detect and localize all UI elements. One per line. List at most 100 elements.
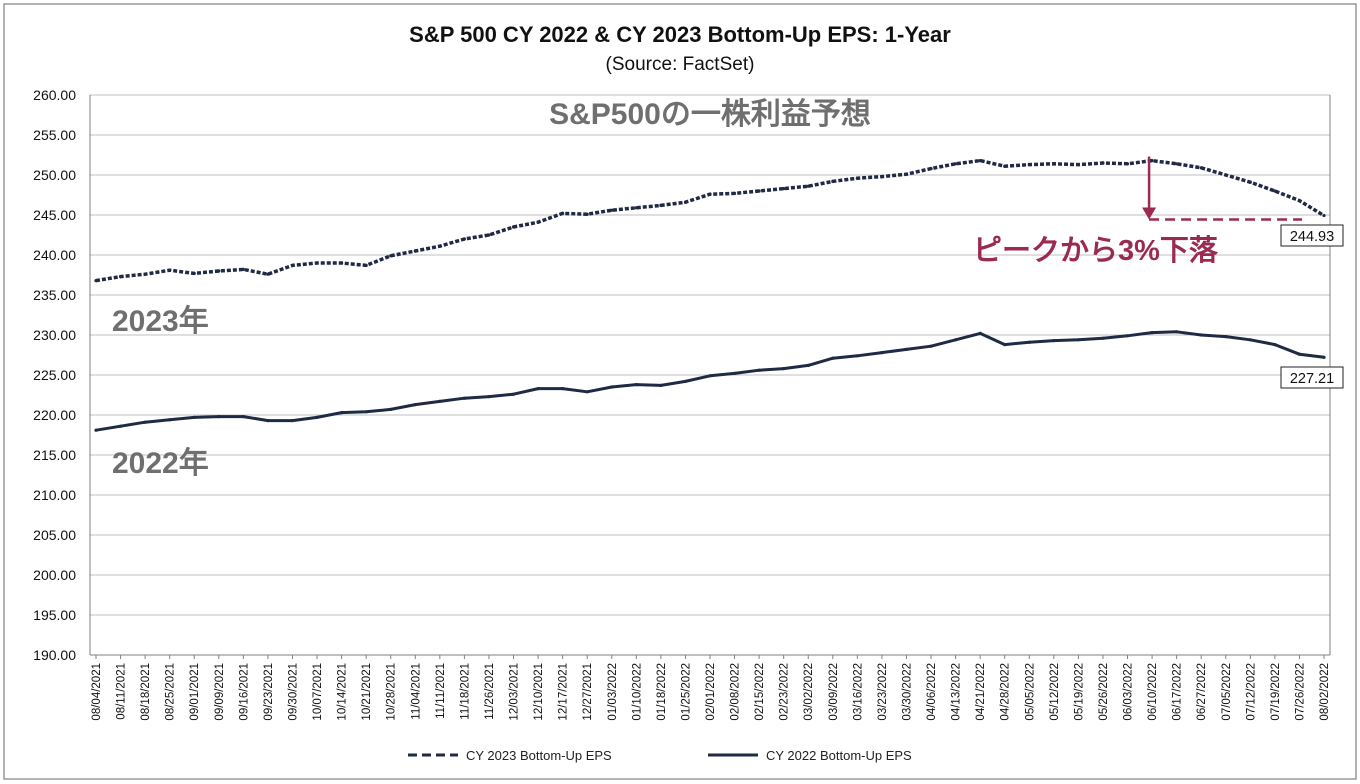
x-tick-label: 04/21/2022: [975, 663, 987, 721]
legend-label-2023: CY 2023 Bottom-Up EPS: [466, 748, 612, 763]
data-point: [585, 390, 589, 394]
y-tick-label: 210.00: [33, 487, 76, 503]
x-tick-label: 03/30/2022: [901, 663, 913, 721]
data-point: [831, 179, 835, 183]
x-axis: 08/04/2021 08/11/2021 08/18/2021 08/25/2021…: [90, 654, 1331, 721]
data-point: [315, 415, 319, 419]
data-point: [683, 200, 688, 204]
data-point: [511, 392, 516, 396]
x-tick-label: 05/19/2022: [1073, 663, 1085, 721]
x-tick-label: 12/10/2021: [533, 663, 545, 721]
label-2023: 2023年: [112, 305, 209, 338]
x-tick-label: 04/28/2022: [1000, 663, 1012, 721]
legend-label-2022: CY 2022 Bottom-Up EPS: [766, 748, 912, 763]
end-label-2022: 227.21: [1280, 366, 1344, 389]
data-point: [389, 407, 393, 411]
end-label-2023-box: [1280, 224, 1344, 247]
data-point: [954, 162, 958, 166]
data-point: [978, 159, 982, 163]
data-point: [855, 354, 859, 358]
x-tick-label: 12/27/2021: [582, 663, 594, 721]
data-point: [364, 410, 368, 414]
drop-note: ピークから3%下落: [973, 234, 1219, 267]
data-point: [1248, 338, 1252, 342]
x-tick-label: 01/25/2022: [680, 663, 692, 721]
data-point: [708, 192, 712, 196]
data-point: [806, 363, 810, 367]
data-point: [413, 249, 417, 253]
data-point: [929, 167, 933, 171]
y-tick-label: 250.00: [33, 167, 76, 183]
data-point: [708, 374, 712, 378]
x-tick-label: 06/03/2022: [1123, 663, 1135, 721]
data-point: [1150, 159, 1154, 163]
x-tick-label: 12/03/2021: [509, 663, 521, 721]
data-point: [1224, 173, 1228, 177]
data-point: [511, 225, 516, 229]
x-tick-label: 12/17/2021: [558, 663, 570, 721]
data-point: [217, 269, 221, 273]
x-tick-label: 02/23/2022: [779, 663, 791, 721]
data-point: [904, 172, 909, 176]
data-point: [143, 420, 147, 424]
data-point: [340, 411, 344, 415]
data-point: [315, 261, 319, 265]
data-point: [1003, 164, 1007, 168]
x-tick-label: 07/12/2022: [1245, 663, 1257, 721]
x-tick-label: 09/09/2021: [214, 663, 226, 721]
data-point: [880, 175, 884, 179]
data-point: [536, 220, 540, 224]
y-tick-label: 255.00: [33, 127, 76, 143]
x-tick-label: 05/26/2022: [1098, 663, 1110, 721]
x-tick-label: 11/11/2021: [435, 663, 447, 719]
data-point: [1322, 355, 1326, 359]
data-point: [1199, 333, 1203, 337]
data-point: [1297, 352, 1302, 356]
x-tick-label: 03/16/2022: [852, 663, 864, 721]
data-point: [1027, 340, 1031, 344]
label-2022: 2022年: [112, 447, 209, 480]
chart-title: S&P 500 CY 2022 & CY 2023 Bottom-Up EPS:…: [409, 22, 951, 47]
x-tick-label: 10/28/2021: [386, 663, 398, 721]
data-point: [1076, 338, 1080, 342]
x-tick-label: 06/27/2022: [1196, 663, 1208, 721]
y-tick-label: 260.00: [33, 87, 76, 103]
y-tick-label: 205.00: [33, 527, 76, 543]
data-point: [487, 395, 491, 399]
data-point: [94, 428, 98, 432]
x-tick-label: 11/04/2021: [410, 663, 422, 720]
y-axis: 190.00 195.00 200.00 205.00 210.00 215.00 220.…: [33, 87, 1331, 663]
data-point: [1248, 180, 1252, 184]
x-tick-label: 03/02/2022: [803, 663, 815, 721]
x-tick-label: 09/23/2021: [263, 663, 275, 721]
data-point: [634, 383, 638, 387]
data-point: [561, 211, 565, 215]
data-point: [192, 415, 196, 419]
data-point: [610, 208, 614, 212]
data-point: [389, 254, 393, 258]
data-point: [880, 351, 884, 355]
data-point: [266, 419, 270, 423]
x-tick-label: 08/25/2021: [165, 663, 177, 721]
data-point: [1052, 162, 1056, 166]
x-tick-label: 05/05/2022: [1024, 663, 1036, 721]
data-point: [1101, 336, 1105, 340]
drop-annotation: ピークから3%下落: [973, 156, 1302, 267]
data-point: [192, 271, 196, 275]
x-tick-label: 02/01/2022: [705, 663, 717, 721]
data-point: [855, 176, 859, 180]
data-point: [1125, 334, 1130, 338]
data-point: [1150, 331, 1154, 335]
data-point: [266, 272, 270, 276]
data-point: [487, 233, 491, 237]
data-point: [561, 387, 565, 391]
data-point: [683, 379, 688, 383]
x-tick-label: 01/10/2022: [631, 663, 643, 721]
data-point: [94, 279, 98, 283]
x-tick-label: 03/09/2022: [828, 663, 840, 721]
chart-heading-annotation: S&P500の一株利益予想: [549, 98, 871, 131]
y-tick-label: 200.00: [33, 567, 76, 583]
chart-frame: [3, 3, 1357, 780]
